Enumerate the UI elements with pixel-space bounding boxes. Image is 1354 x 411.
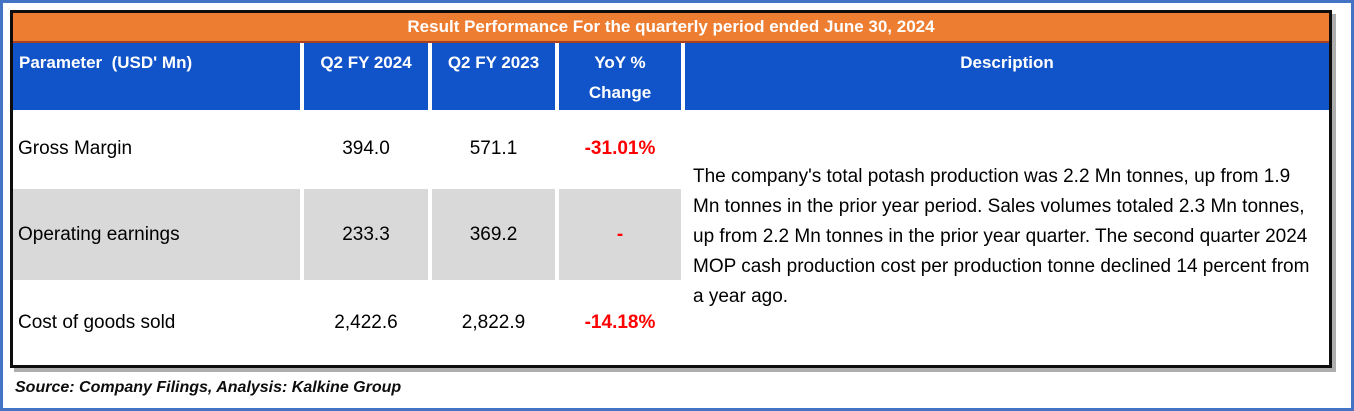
source-note: Source: Company Filings, Analysis: Kalki…: [15, 379, 402, 396]
column-header-q2fy2023: Q2 FY 2023: [432, 43, 555, 110]
description-text: The company's total potash production wa…: [693, 165, 1310, 307]
table-row-q2fy2024-value: 233.3: [304, 187, 428, 283]
table-row-q2fy2023-value: 369.2: [432, 187, 555, 283]
column-header-yoy-change-label: YoY % Change: [588, 53, 652, 102]
table-row-q2fy2023-value: 571.1: [469, 137, 518, 159]
table-row-q2fy2024-value: 394.0: [342, 137, 390, 159]
results-table: Result Performance For the quarterly per…: [10, 10, 1332, 368]
table-grid: Parameter (USD' Mn) Q2 FY 2024 Q2 FY 202…: [13, 43, 1329, 363]
table-row-yoy-value: -: [559, 187, 681, 283]
table-row-parameter: Operating earnings: [13, 187, 300, 283]
table-row-yoy-value: -31.01%: [584, 137, 656, 159]
column-header-q2fy2024: Q2 FY 2024: [304, 43, 428, 110]
column-header-parameter: Parameter (USD' Mn): [13, 43, 300, 110]
column-header-yoy-change: YoY % Change: [559, 43, 681, 110]
table-row-q2fy2024-value: 2,422.6: [334, 312, 398, 333]
table-row-yoy-value: -14.18%: [584, 312, 656, 333]
table-row-q2fy2023-value: 2,822.9: [461, 312, 526, 333]
table-row-parameter: Cost of goods sold: [18, 312, 176, 333]
table-row-parameter: Gross Margin: [18, 137, 133, 159]
column-header-description: Description: [685, 43, 1329, 110]
table-title-banner: Result Performance For the quarterly per…: [13, 13, 1329, 43]
table-title: Result Performance For the quarterly per…: [407, 17, 935, 36]
